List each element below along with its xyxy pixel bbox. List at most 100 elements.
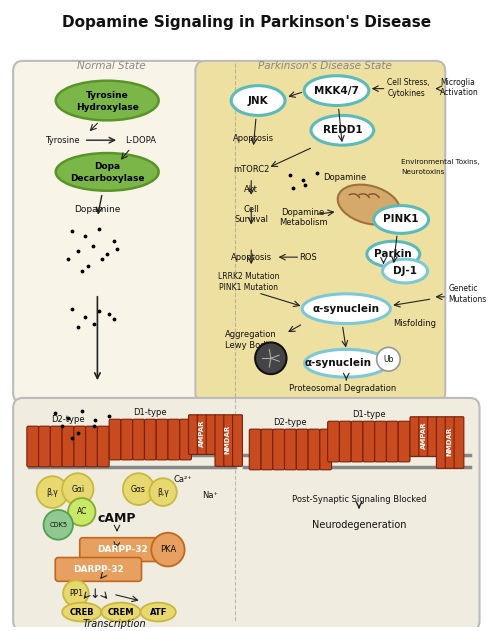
FancyBboxPatch shape bbox=[168, 419, 179, 460]
FancyBboxPatch shape bbox=[454, 416, 464, 468]
FancyBboxPatch shape bbox=[13, 61, 209, 403]
Text: L-DOPA: L-DOPA bbox=[125, 136, 156, 144]
Text: Dopamine: Dopamine bbox=[323, 174, 366, 182]
FancyBboxPatch shape bbox=[261, 429, 273, 470]
Text: DJ-1: DJ-1 bbox=[393, 266, 417, 276]
Circle shape bbox=[62, 473, 94, 505]
Circle shape bbox=[152, 533, 184, 567]
FancyBboxPatch shape bbox=[436, 416, 446, 468]
Text: JNK: JNK bbox=[248, 95, 268, 105]
Text: PINK1: PINK1 bbox=[384, 215, 419, 225]
Text: β,γ: β,γ bbox=[46, 488, 58, 497]
Text: NMDAR: NMDAR bbox=[224, 425, 230, 454]
Text: PP1: PP1 bbox=[69, 589, 83, 598]
Text: Cell
Survival: Cell Survival bbox=[234, 205, 268, 224]
Text: Proteosomal Degradation: Proteosomal Degradation bbox=[288, 384, 396, 392]
Text: mTORC2: mTORC2 bbox=[233, 165, 270, 174]
Text: MKK4/7: MKK4/7 bbox=[314, 86, 359, 96]
Circle shape bbox=[36, 476, 68, 508]
Ellipse shape bbox=[338, 185, 400, 225]
FancyBboxPatch shape bbox=[188, 415, 198, 454]
FancyBboxPatch shape bbox=[232, 415, 242, 466]
Text: Post-Synaptic Signaling Blocked: Post-Synaptic Signaling Blocked bbox=[292, 495, 426, 504]
FancyBboxPatch shape bbox=[250, 429, 261, 470]
Text: Apoptosis: Apoptosis bbox=[230, 252, 272, 262]
FancyBboxPatch shape bbox=[86, 426, 98, 467]
FancyBboxPatch shape bbox=[38, 426, 50, 467]
FancyBboxPatch shape bbox=[74, 426, 86, 467]
Ellipse shape bbox=[382, 259, 428, 283]
Text: DARPP-32: DARPP-32 bbox=[98, 545, 148, 554]
FancyBboxPatch shape bbox=[428, 416, 438, 456]
Text: Tyrosine: Tyrosine bbox=[45, 136, 80, 144]
Text: Activation: Activation bbox=[440, 88, 479, 97]
Text: Dopamine Signaling in Parkinson's Disease: Dopamine Signaling in Parkinson's Diseas… bbox=[62, 15, 431, 30]
FancyBboxPatch shape bbox=[98, 426, 109, 467]
Text: REDD1: REDD1 bbox=[322, 126, 362, 135]
FancyBboxPatch shape bbox=[284, 429, 296, 470]
Text: D1-type: D1-type bbox=[352, 410, 386, 419]
Text: Tyrosine: Tyrosine bbox=[86, 91, 128, 100]
Text: Environmental Toxins,: Environmental Toxins, bbox=[401, 159, 480, 165]
FancyBboxPatch shape bbox=[62, 426, 74, 467]
FancyBboxPatch shape bbox=[308, 429, 320, 470]
Text: Aggregation: Aggregation bbox=[226, 330, 277, 339]
Circle shape bbox=[376, 347, 400, 371]
Text: Dopamine: Dopamine bbox=[74, 205, 120, 214]
Text: Transcription: Transcription bbox=[82, 619, 146, 629]
Text: Microglia: Microglia bbox=[440, 78, 475, 87]
Text: Parkin: Parkin bbox=[374, 249, 412, 259]
FancyBboxPatch shape bbox=[296, 429, 308, 470]
FancyBboxPatch shape bbox=[320, 429, 332, 470]
Text: α-synuclein: α-synuclein bbox=[313, 304, 380, 314]
FancyBboxPatch shape bbox=[410, 416, 420, 456]
Text: Hydroxylase: Hydroxylase bbox=[76, 103, 138, 112]
Circle shape bbox=[255, 343, 286, 374]
Circle shape bbox=[63, 581, 88, 606]
Text: Lewy Bodies: Lewy Bodies bbox=[225, 341, 278, 350]
Text: cAMP: cAMP bbox=[98, 512, 136, 526]
Text: Dopamine
Metabolism: Dopamine Metabolism bbox=[279, 208, 328, 227]
Text: Dopa: Dopa bbox=[94, 162, 120, 172]
FancyBboxPatch shape bbox=[351, 422, 363, 462]
Text: D2-type: D2-type bbox=[51, 415, 85, 424]
Text: β,γ: β,γ bbox=[157, 488, 169, 497]
Text: D2-type: D2-type bbox=[274, 418, 307, 427]
FancyBboxPatch shape bbox=[109, 419, 121, 460]
FancyBboxPatch shape bbox=[215, 415, 225, 466]
Ellipse shape bbox=[304, 76, 369, 105]
Text: Akt: Akt bbox=[244, 186, 258, 194]
Text: Decarboxylase: Decarboxylase bbox=[70, 174, 144, 184]
Text: Na⁺: Na⁺ bbox=[202, 490, 218, 500]
Text: CREB: CREB bbox=[70, 608, 94, 616]
FancyBboxPatch shape bbox=[156, 419, 168, 460]
FancyBboxPatch shape bbox=[224, 415, 234, 466]
Text: DARPP-32: DARPP-32 bbox=[73, 565, 124, 574]
Text: AMPAR: AMPAR bbox=[420, 422, 426, 449]
FancyBboxPatch shape bbox=[328, 422, 340, 462]
Text: PINK1 Mutation: PINK1 Mutation bbox=[219, 283, 278, 292]
FancyBboxPatch shape bbox=[386, 422, 398, 462]
FancyBboxPatch shape bbox=[363, 422, 374, 462]
Text: Gαs: Gαs bbox=[131, 485, 146, 493]
Text: ↓: ↓ bbox=[89, 587, 100, 601]
Circle shape bbox=[123, 473, 154, 505]
Text: Genetic
Mutations: Genetic Mutations bbox=[448, 284, 486, 304]
FancyBboxPatch shape bbox=[196, 61, 445, 403]
Text: Normal State: Normal State bbox=[77, 61, 146, 71]
Text: ATF: ATF bbox=[150, 608, 167, 616]
FancyBboxPatch shape bbox=[340, 422, 351, 462]
FancyBboxPatch shape bbox=[206, 415, 216, 454]
FancyBboxPatch shape bbox=[419, 416, 428, 456]
Text: Neurodegeneration: Neurodegeneration bbox=[312, 520, 406, 530]
FancyBboxPatch shape bbox=[56, 558, 142, 581]
Ellipse shape bbox=[367, 241, 420, 267]
Ellipse shape bbox=[56, 153, 158, 191]
FancyBboxPatch shape bbox=[273, 429, 284, 470]
Text: Misfolding: Misfolding bbox=[394, 319, 436, 328]
Ellipse shape bbox=[56, 81, 158, 121]
Text: NMDAR: NMDAR bbox=[446, 427, 452, 456]
Ellipse shape bbox=[302, 294, 390, 324]
FancyBboxPatch shape bbox=[50, 426, 62, 467]
Text: Cell Stress,: Cell Stress, bbox=[388, 78, 430, 87]
